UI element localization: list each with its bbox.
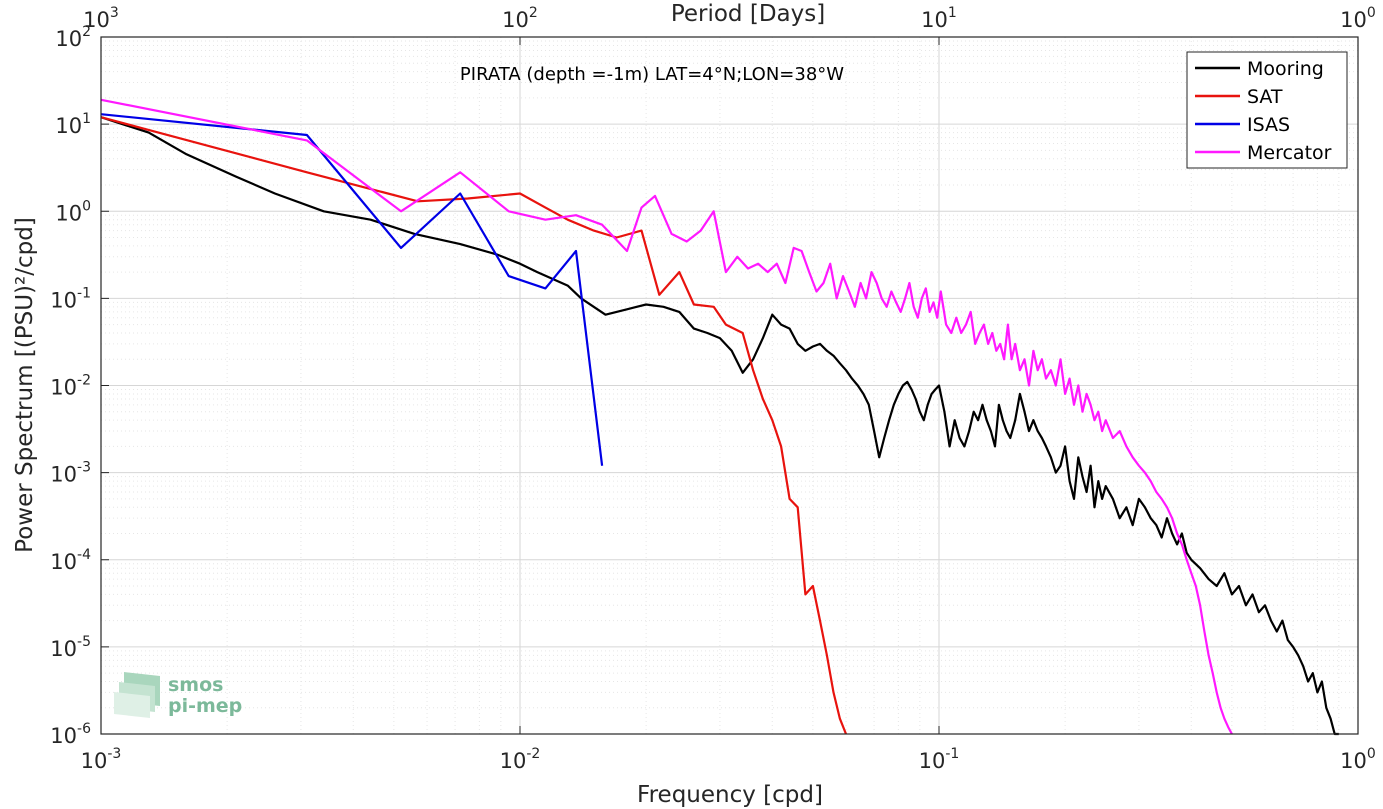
- smos-logo: smos pi-mep: [114, 672, 242, 718]
- legend-label-mooring: Mooring: [1247, 58, 1324, 80]
- x-tick-label: 10-2: [500, 746, 541, 773]
- chart-title: PIRATA (depth =-1m) LAT=4°N;LON=38°W: [460, 64, 844, 85]
- legend: Mooring SAT ISAS Mercator: [1186, 51, 1348, 169]
- top-axis-label: Period [Days]: [671, 1, 825, 27]
- y-tick-label: 10-2: [50, 373, 91, 400]
- y-tick-label: 101: [55, 111, 91, 138]
- legend-label-sat: SAT: [1247, 86, 1283, 108]
- logo-line2: pi-mep: [168, 695, 242, 717]
- series-line-sat: [100, 116, 848, 735]
- logo-mark-icon: [114, 672, 160, 718]
- top-tick-label: 103: [83, 5, 119, 32]
- y-tick-label: 102: [55, 24, 91, 51]
- legend-label-isas: ISAS: [1247, 114, 1290, 136]
- y-tick-label: 10-1: [50, 285, 91, 312]
- y-tick-label: 10-4: [50, 547, 91, 574]
- y-tick-label: 10-5: [50, 634, 91, 661]
- legend-label-mercator: Mercator: [1247, 142, 1332, 164]
- x-tick-label: 10-3: [81, 746, 122, 773]
- x-tick-label: 10-1: [919, 746, 960, 773]
- top-tick-label: 101: [921, 5, 957, 32]
- series-line-isas: [100, 113, 604, 466]
- series-line-mooring: [100, 116, 1339, 736]
- series-line-mercator: [100, 98, 1233, 735]
- x-axis-label: Frequency [cpd]: [637, 782, 823, 808]
- logo-line1: smos: [168, 674, 223, 696]
- y-tick-label: 100: [55, 198, 91, 225]
- top-tick-label: 100: [1340, 5, 1376, 32]
- y-tick-label: 10-3: [50, 460, 91, 487]
- grid: [100, 37, 1358, 735]
- y-tick-label: 10-6: [50, 721, 91, 748]
- y-axis-label: Power Spectrum [(PSU)²/cpd]: [12, 217, 38, 553]
- top-tick-label: 102: [502, 5, 538, 32]
- x-tick-label: 100: [1340, 746, 1376, 773]
- legend-box: [1186, 51, 1348, 169]
- series-group: [100, 98, 1339, 736]
